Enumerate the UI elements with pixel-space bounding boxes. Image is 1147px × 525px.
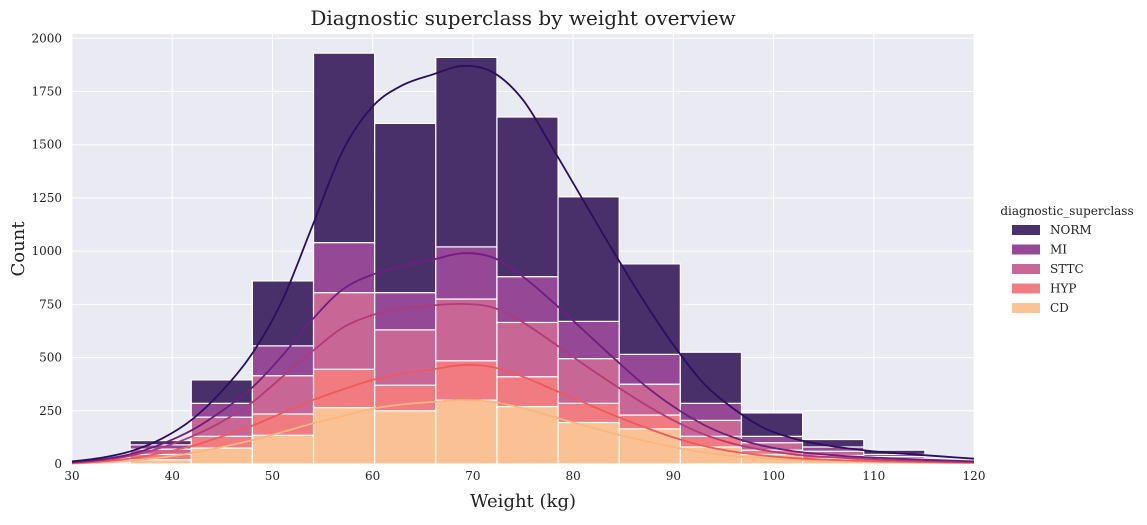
kde-line-cd	[71, 399, 975, 465]
x-tick-label: 50	[265, 469, 280, 483]
kde-line-hyp	[71, 364, 975, 465]
bar-cd	[557, 421, 620, 465]
bar-mi	[618, 353, 681, 385]
y-tick-label: 500	[39, 351, 62, 365]
bar-mi	[312, 242, 376, 294]
x-tick-label: 80	[565, 469, 580, 483]
y-tick-labels: 0 250 500 750 1000 1250 1500 1750 2000	[31, 31, 62, 471]
legend-swatch-norm	[1012, 225, 1040, 235]
kde-line-norm	[71, 64, 975, 463]
legend-swatch-mi	[1012, 244, 1040, 255]
legend-swatch-cd	[1012, 303, 1040, 313]
y-tick-label: 2000	[31, 31, 62, 45]
bar-norm	[435, 56, 498, 248]
legend-label-cd: CD	[1050, 301, 1069, 315]
x-tick-labels: 30 40 50 60 70 80 90 100 110 120	[64, 469, 985, 483]
x-tick-label: 110	[862, 469, 885, 483]
bar-norm	[557, 196, 620, 322]
legend-label-norm: NORM	[1050, 223, 1092, 237]
legend-swatch-sttc	[1012, 264, 1040, 274]
legend-swatch-hyp	[1012, 283, 1040, 294]
kde-line-mi	[71, 252, 975, 464]
x-tick-label: 90	[666, 469, 681, 483]
bar-mi	[251, 345, 315, 377]
bar-sttc	[557, 358, 620, 404]
x-tick-label: 100	[762, 469, 785, 483]
y-tick-label: 1000	[31, 244, 62, 258]
legend-label-hyp: HYP	[1050, 282, 1076, 296]
y-axis-label: Count	[8, 221, 29, 277]
x-axis-label: Weight (kg)	[470, 491, 576, 512]
x-tick-label: 40	[165, 469, 180, 483]
bar-cd	[435, 399, 498, 465]
bar-norm	[679, 351, 743, 404]
y-tick-label: 1500	[31, 138, 62, 152]
y-tick-label: 1250	[31, 191, 62, 205]
legend-label-mi: MI	[1050, 243, 1067, 257]
bar-sttc	[740, 442, 804, 451]
y-tick-label: 0	[54, 457, 62, 471]
x-tick-label: 120	[963, 469, 986, 483]
bar-norm	[374, 122, 437, 294]
legend: diagnostic_superclass NORM MI STTC HYP CD	[1000, 204, 1133, 315]
legend-title: diagnostic_superclass	[1000, 204, 1133, 218]
kde-lines	[71, 64, 975, 465]
y-tick-label: 1750	[31, 84, 62, 98]
bar-cd	[190, 447, 254, 465]
legend-label-sttc: STTC	[1050, 262, 1084, 276]
bar-cd	[251, 434, 315, 465]
y-tick-label: 750	[39, 297, 62, 311]
bar-sttc	[435, 298, 498, 362]
bar-norm	[740, 412, 804, 437]
kde-line-sttc	[71, 302, 975, 464]
bar-sttc	[312, 292, 376, 370]
x-tick-label: 30	[64, 469, 79, 483]
bar-mi	[740, 435, 804, 444]
x-tick-label: 60	[365, 469, 380, 483]
bar-norm	[496, 116, 559, 278]
bar-cd	[374, 410, 437, 465]
chart-title: Diagnostic superclass by weight overview	[310, 6, 735, 30]
bar-sttc	[496, 321, 559, 378]
bar-mi	[435, 246, 498, 300]
x-tick-label: 70	[465, 469, 480, 483]
y-tick-label: 250	[39, 404, 62, 418]
stacked-bars	[129, 52, 926, 465]
bar-norm	[251, 280, 315, 347]
bar-hyp	[496, 376, 559, 408]
